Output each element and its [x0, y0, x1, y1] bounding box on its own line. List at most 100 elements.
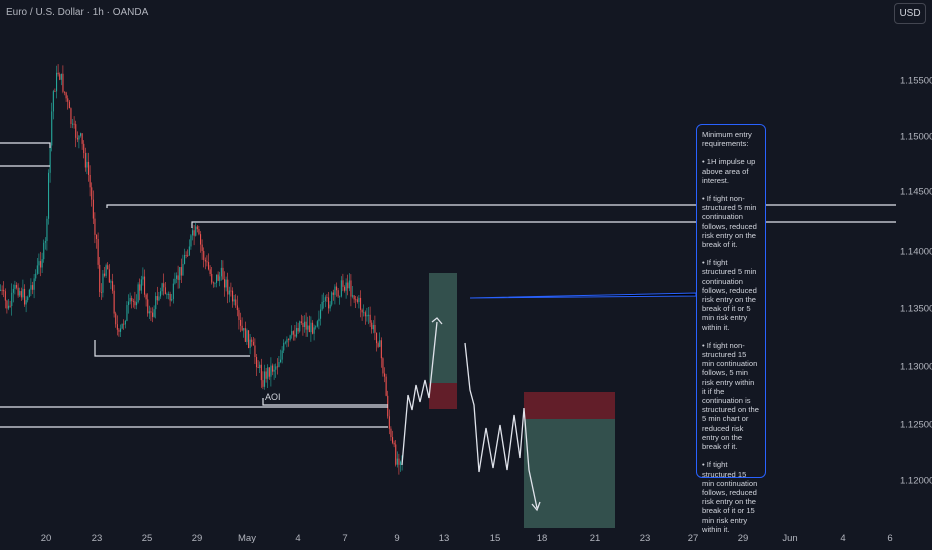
- candle-body: [332, 292, 334, 295]
- candle-body: [0, 289, 2, 291]
- candle-body: [232, 290, 234, 302]
- candle-body: [284, 342, 286, 344]
- candle-body: [220, 267, 222, 277]
- entry-requirements-note[interactable]: Minimum entry requirements: • 1H impulse…: [696, 124, 766, 534]
- candle-body: [278, 361, 280, 368]
- candle-body: [396, 458, 398, 465]
- resistance-line[interactable]: [106, 204, 896, 208]
- candle-body: [187, 255, 189, 257]
- candle-body: [44, 241, 46, 243]
- candle-body: [128, 301, 130, 306]
- time-tick-label: May: [238, 533, 256, 544]
- candle-body: [315, 326, 317, 328]
- candle-body: [166, 294, 168, 295]
- candle-body: [89, 174, 91, 188]
- price-tick-label: 1.13500: [900, 303, 932, 315]
- candle-body: [123, 323, 125, 325]
- time-tick-label: 27: [687, 533, 699, 544]
- candle-body: [280, 359, 282, 362]
- candle-body: [25, 300, 27, 305]
- projection-path-up[interactable]: [401, 321, 438, 466]
- candle-body: [331, 292, 333, 305]
- candle-body: [188, 246, 190, 256]
- candle-body: [292, 331, 294, 335]
- candle-body: [305, 321, 307, 330]
- candle-body: [132, 301, 134, 302]
- candle-body: [80, 133, 82, 136]
- candle-body: [155, 296, 157, 310]
- candle-body: [276, 366, 278, 368]
- candle-body: [246, 330, 248, 342]
- candle-body: [262, 380, 264, 387]
- time-tick-label: 29: [737, 533, 749, 544]
- candle-body: [374, 325, 376, 333]
- candle-body: [182, 263, 184, 276]
- candle-body: [14, 285, 16, 289]
- candle-body: [142, 276, 144, 280]
- price-tick-label: 1.13000: [900, 361, 932, 373]
- support-line[interactable]: [94, 340, 250, 357]
- candle-body: [377, 343, 379, 347]
- candle-body: [60, 73, 62, 80]
- candle-body: [264, 371, 266, 387]
- candle-body: [180, 267, 182, 276]
- candle-body: [139, 284, 141, 291]
- candle-body: [41, 259, 43, 268]
- time-tick-label: 4: [840, 533, 846, 544]
- long-target-zone[interactable]: [429, 273, 457, 383]
- arrow-head-up[interactable]: [431, 317, 443, 325]
- candle-body: [363, 312, 365, 314]
- candle-body: [91, 187, 93, 200]
- aoi-box-line[interactable]: [262, 398, 388, 406]
- short-stop-zone[interactable]: [524, 392, 615, 419]
- candle-body: [192, 230, 194, 236]
- candle-body: [16, 285, 18, 288]
- candle-body: [158, 296, 160, 301]
- candle-body: [219, 276, 221, 281]
- candle-body: [65, 92, 67, 99]
- candle-body: [115, 313, 117, 325]
- candle-body: [46, 218, 48, 242]
- note-paragraph: • If tight non-structured 5 min continua…: [702, 194, 757, 250]
- candle-body: [340, 280, 342, 297]
- candle-body: [84, 153, 86, 168]
- candle-body: [153, 309, 155, 317]
- candle-body: [161, 283, 163, 292]
- price-tick-label: 1.15500: [900, 75, 932, 87]
- candle-body: [172, 283, 174, 299]
- price-tick-label: 1.14500: [900, 186, 932, 198]
- candle-body: [380, 340, 382, 359]
- long-stop-zone[interactable]: [429, 383, 457, 409]
- projection-path-down[interactable]: [464, 342, 538, 509]
- candle-body: [102, 273, 104, 293]
- candle-body: [230, 290, 232, 292]
- candle-body: [307, 325, 309, 330]
- candle-body: [286, 339, 288, 343]
- resistance-line[interactable]: [191, 221, 896, 228]
- candle-body: [120, 328, 122, 332]
- candle-body: [110, 281, 112, 283]
- candle-body: [27, 296, 29, 301]
- time-tick-label: 23: [639, 533, 651, 544]
- time-tick-label: 6: [887, 533, 893, 544]
- candle-body: [395, 444, 397, 465]
- symbol-title[interactable]: Euro / U.S. Dollar · 1h · OANDA: [6, 7, 149, 18]
- currency-button[interactable]: USD: [894, 3, 926, 24]
- callout-pointer[interactable]: [469, 292, 697, 299]
- time-tick-label: 25: [141, 533, 153, 544]
- candle-body: [193, 230, 195, 236]
- candle-body: [73, 123, 75, 125]
- candle-body: [393, 442, 395, 445]
- candle-body: [97, 239, 99, 265]
- candle-body: [259, 364, 261, 368]
- candlesticks: [0, 64, 403, 475]
- candle-body: [12, 288, 14, 293]
- arrow-head-down[interactable]: [531, 501, 541, 512]
- price-tick-label: 1.12500: [900, 419, 932, 431]
- level-line[interactable]: [0, 142, 51, 148]
- candle-body: [17, 287, 19, 296]
- candle-body: [32, 285, 34, 290]
- short-target-zone[interactable]: [524, 419, 615, 528]
- candle-body: [148, 311, 150, 314]
